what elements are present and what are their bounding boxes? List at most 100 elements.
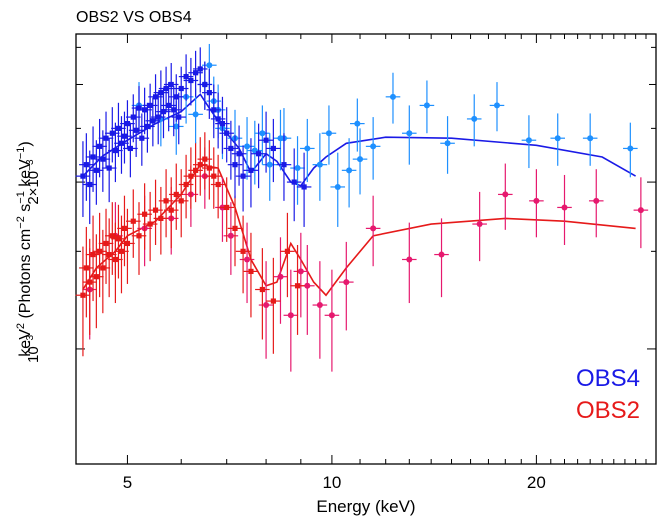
data-point-obs2 xyxy=(243,232,259,318)
data-point-obs4 xyxy=(128,106,144,157)
data-point-obs4 xyxy=(350,98,365,152)
data-point-obs4 xyxy=(440,116,455,174)
y-tick-label: 10−3 xyxy=(25,334,43,363)
data-point-obs4 xyxy=(89,140,104,205)
data-point-obs4 xyxy=(223,120,239,180)
data-point-obs4 xyxy=(215,96,230,154)
data-point-obs4 xyxy=(219,107,234,163)
data-point-obs2 xyxy=(472,191,487,262)
data-point-obs2 xyxy=(365,195,381,267)
data-point-obs2 xyxy=(290,244,305,335)
y-axis-label-open: (Photons cm xyxy=(17,229,34,323)
data-point-obs2 xyxy=(79,226,94,318)
y-tick-label: 2×10−3 xyxy=(25,159,43,205)
data-point-obs2 xyxy=(75,246,91,357)
y-axis-label-mid: s xyxy=(17,204,34,216)
data-point-obs4 xyxy=(521,115,537,169)
data-point-obs2 xyxy=(210,154,226,219)
svg-text:2×10−3: 2×10−3 xyxy=(25,159,43,205)
data-point-obs4 xyxy=(251,123,266,189)
data-point-obs4 xyxy=(489,82,505,132)
data-point-obs4 xyxy=(352,128,368,195)
data-point-obs2 xyxy=(125,189,141,258)
data-point-obs2 xyxy=(557,174,572,245)
data-point-obs4 xyxy=(227,135,243,199)
data-point-obs2 xyxy=(324,269,340,372)
data-point-obs4 xyxy=(101,138,117,203)
data-point-obs2 xyxy=(266,257,281,354)
data-point-obs2 xyxy=(108,222,123,304)
data-point-obs4 xyxy=(582,113,598,166)
data-point-obs4 xyxy=(296,152,312,227)
data-point-obs2 xyxy=(434,218,449,298)
legend-obs4: OBS4 xyxy=(576,365,640,392)
data-point-obs2 xyxy=(633,177,649,249)
x-tick-label: 10 xyxy=(322,473,341,492)
data-point-obs2 xyxy=(258,261,274,359)
data-point-obs4 xyxy=(402,105,417,165)
data-point-obs4 xyxy=(75,141,91,217)
y-axis-label-sup2: −2 xyxy=(15,216,27,229)
data-point-obs2 xyxy=(293,232,309,318)
data-point-obs2 xyxy=(223,202,239,275)
data-point-obs4 xyxy=(92,118,107,178)
data-point-obs2 xyxy=(283,269,299,372)
data-point-obs2 xyxy=(529,169,544,238)
data-point-obs4 xyxy=(623,122,638,178)
data-point-obs2 xyxy=(339,241,354,331)
chart-title: OBS2 VS OBS4 xyxy=(76,9,192,26)
data-point-obs4 xyxy=(341,138,357,208)
data-point-obs4 xyxy=(120,100,135,150)
data-point-obs4 xyxy=(266,118,281,183)
data-point-obs2 xyxy=(98,208,114,284)
data-point-obs2 xyxy=(206,147,222,209)
data-point-obs2 xyxy=(280,212,295,298)
data-point-obs4 xyxy=(79,133,94,201)
data-point-obs4 xyxy=(140,102,155,153)
data-point-obs4 xyxy=(258,111,274,173)
data-point-obs4 xyxy=(300,118,315,183)
data-point-obs4 xyxy=(114,116,129,174)
data-point-obs4 xyxy=(95,130,111,192)
data-point-obs4 xyxy=(243,138,259,208)
data-point-obs4 xyxy=(188,88,203,144)
svg-text:keV2 (Photons cm−2 s−1 keV−1): keV2 (Photons cm−2 s−1 keV−1) xyxy=(15,141,34,356)
data-point-obs4 xyxy=(85,126,101,192)
data-point-obs4 xyxy=(365,117,381,180)
data-point-obs4 xyxy=(105,107,120,163)
data-point-obs4 xyxy=(550,113,566,166)
svg-text:10−3: 10−3 xyxy=(25,334,43,363)
points-layer xyxy=(75,43,649,372)
data-point-obs2 xyxy=(111,204,126,279)
data-point-obs4 xyxy=(312,133,328,201)
data-point-obs4 xyxy=(466,94,482,147)
data-point-obs2 xyxy=(85,215,101,302)
data-point-obs4 xyxy=(111,102,126,157)
data-point-obs2 xyxy=(219,177,234,242)
data-point-obs4 xyxy=(117,111,132,164)
data-point-obs4 xyxy=(385,72,401,124)
data-point-obs2 xyxy=(92,212,107,298)
data-point-obs4 xyxy=(290,136,305,205)
data-point-obs4 xyxy=(276,133,292,201)
data-point-obs2 xyxy=(300,244,315,335)
data-point-obs4 xyxy=(171,92,187,145)
y-axis-label-close: ) xyxy=(17,141,34,146)
data-point-obs2 xyxy=(101,218,117,298)
data-point-obs2 xyxy=(227,195,243,267)
x-tick-label: 20 xyxy=(527,473,546,492)
data-point-obs2 xyxy=(89,234,104,329)
plot-frame xyxy=(75,33,657,465)
y-axis-label-sup3: −1 xyxy=(15,191,27,204)
x-axis-label: Energy (keV) xyxy=(316,497,415,516)
y-axis-label: keV2 (Photons cm−2 s−1 keV−1) xyxy=(15,141,34,356)
data-point-obs2 xyxy=(402,222,417,304)
data-point-obs4 xyxy=(108,122,123,183)
data-point-obs4 xyxy=(286,148,302,222)
data-point-obs4 xyxy=(123,122,138,178)
data-point-obs4 xyxy=(321,105,337,165)
data-point-obs4 xyxy=(134,113,150,166)
data-point-obs4 xyxy=(82,150,98,225)
data-point-obs2 xyxy=(312,261,328,359)
